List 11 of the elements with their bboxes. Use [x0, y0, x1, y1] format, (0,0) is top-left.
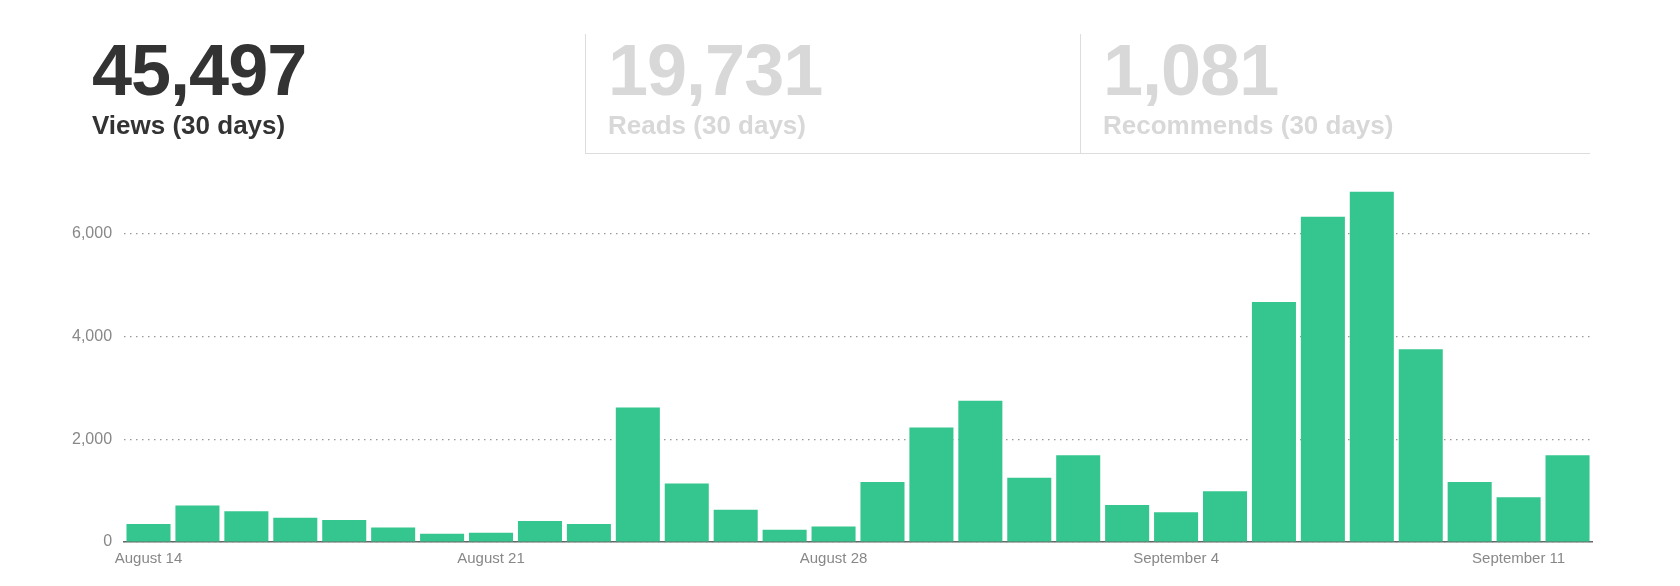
x-tick-label: September 11 [1472, 549, 1566, 567]
x-tick-label: August 21 [457, 549, 525, 567]
x-tick-label: August 28 [799, 549, 868, 567]
x-tick-label: September 4 [1133, 549, 1220, 567]
text: 45,497 [92, 30, 308, 110]
y-tick-label: 2,000 [71, 429, 113, 447]
text: Views (30 days) [92, 110, 287, 141]
y-tick-label: 4,000 [71, 326, 113, 344]
y-tick-label: 0 [103, 532, 113, 550]
y-tick-label: 6,000 [71, 224, 113, 242]
x-tick-label: August 14 [114, 549, 183, 567]
